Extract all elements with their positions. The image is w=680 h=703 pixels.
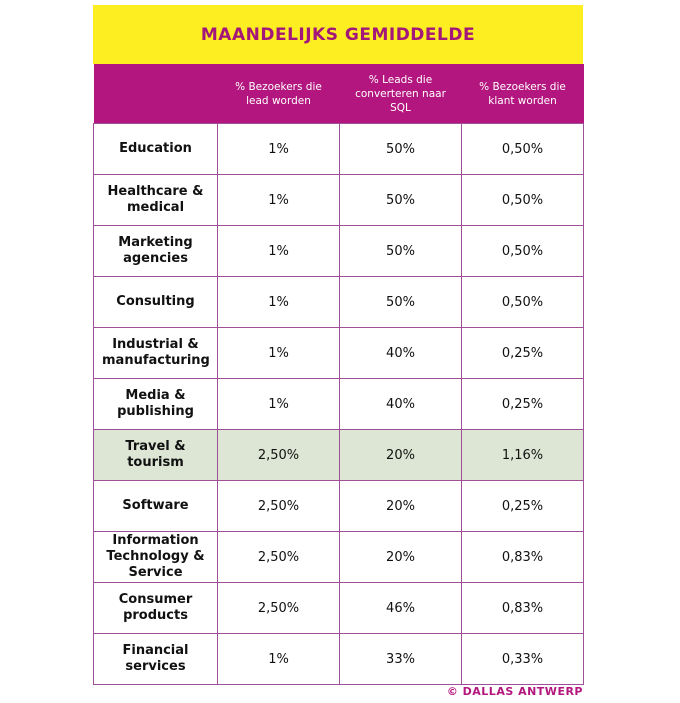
table-cell: 33% — [339, 633, 462, 685]
table-cell: 1% — [217, 276, 340, 328]
table-row: Consulting 1% 50% 0,50% — [93, 276, 584, 328]
table-cell: 40% — [339, 327, 462, 379]
table-cell: 2,50% — [217, 480, 340, 532]
column-header: % Leads die converteren naar SQL — [339, 64, 462, 124]
row-label: Industrial & manufacturing — [93, 327, 218, 379]
table-row: Education 1% 50% 0,50% — [93, 123, 584, 175]
table-cell: 46% — [339, 582, 462, 634]
table-cell: 0,50% — [461, 123, 584, 175]
table-cell: 1% — [217, 327, 340, 379]
table-cell: 0,25% — [461, 480, 584, 532]
table-cell: 50% — [339, 174, 462, 226]
row-label: Consulting — [93, 276, 218, 328]
table-cell: 1,16% — [461, 429, 584, 481]
row-label: Marketing agencies — [93, 225, 218, 277]
title: MAANDELIJKS GEMIDDELDE — [93, 5, 583, 64]
table-cell: 50% — [339, 276, 462, 328]
table-row: Marketing agencies 1% 50% 0,50% — [93, 225, 584, 277]
table-cell: 50% — [339, 123, 462, 175]
table-cell: 0,25% — [461, 378, 584, 430]
table-body: Education 1% 50% 0,50% Healthcare & medical 1… — [93, 123, 584, 685]
header-cell — [93, 64, 218, 124]
table-row: Healthcare & medical 1% 50% 0,50% — [93, 174, 584, 226]
row-label: Education — [93, 123, 218, 175]
row-label: Information Technology & Service — [93, 531, 218, 583]
table-row: Industrial & manufacturing 1% 40% 0,25% — [93, 327, 584, 379]
table-card: MAANDELIJKS GEMIDDELDE % Bezoekers die l… — [93, 5, 584, 685]
table-head: % Bezoekers die lead worden% Leads die c… — [93, 64, 584, 124]
row-label: Travel & tourism — [93, 429, 218, 481]
table-cell: 2,50% — [217, 429, 340, 481]
header-row: % Bezoekers die lead worden% Leads die c… — [93, 64, 584, 124]
table-cell: 0,50% — [461, 225, 584, 277]
table-row: Software 2,50% 20% 0,25% — [93, 480, 584, 532]
row-label: Financial services — [93, 633, 218, 685]
table-row: Travel & tourism 2,50% 20% 1,16% — [93, 429, 584, 481]
table-row: Consumer products 2,50% 46% 0,83% — [93, 582, 584, 634]
column-header: % Bezoekers die lead worden — [217, 64, 340, 124]
table-cell: 2,50% — [217, 531, 340, 583]
table-cell: 0,83% — [461, 531, 584, 583]
row-label: Consumer products — [93, 582, 218, 634]
column-header: % Bezoekers die klant worden — [461, 64, 584, 124]
row-label: Healthcare & medical — [93, 174, 218, 226]
table-cell: 0,83% — [461, 582, 584, 634]
table-cell: 1% — [217, 174, 340, 226]
table-cell: 20% — [339, 480, 462, 532]
table-cell: 0,33% — [461, 633, 584, 685]
table-row: Financial services 1% 33% 0,33% — [93, 633, 584, 685]
table-cell: 1% — [217, 123, 340, 175]
table-row: Information Technology & Service 2,50% 20%… — [93, 531, 584, 583]
row-label: Software — [93, 480, 218, 532]
credit: © DALLAS ANTWERP — [446, 685, 583, 698]
table-cell: 20% — [339, 531, 462, 583]
table-cell: 2,50% — [217, 582, 340, 634]
table-cell: 20% — [339, 429, 462, 481]
table-cell: 0,50% — [461, 276, 584, 328]
table-cell: 40% — [339, 378, 462, 430]
table-cell: 0,25% — [461, 327, 584, 379]
table-row: Media & publishing 1% 40% 0,25% — [93, 378, 584, 430]
table-cell: 1% — [217, 633, 340, 685]
table: % Bezoekers die lead worden% Leads die c… — [93, 64, 584, 685]
table-cell: 50% — [339, 225, 462, 277]
table-cell: 0,50% — [461, 174, 584, 226]
row-label: Media & publishing — [93, 378, 218, 430]
table-cell: 1% — [217, 225, 340, 277]
table-cell: 1% — [217, 378, 340, 430]
